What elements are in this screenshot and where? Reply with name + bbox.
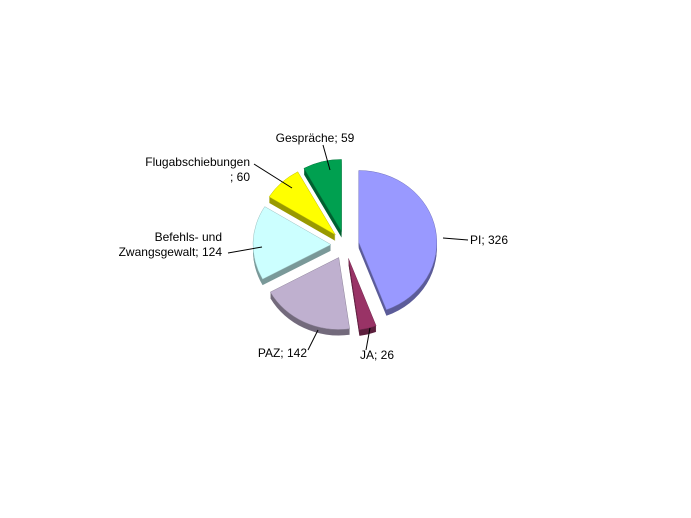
leader-line	[365, 327, 371, 351]
slice	[269, 257, 350, 330]
leader-line	[253, 163, 293, 189]
data-label: PI; 326	[470, 233, 508, 247]
leader-line	[307, 329, 319, 351]
slice	[348, 258, 377, 331]
data-label: PAZ; 142	[258, 346, 307, 360]
data-label: ; 60	[230, 170, 250, 184]
leader-line	[322, 144, 331, 171]
data-label: Gespräche; 59	[276, 131, 355, 145]
slice	[268, 171, 337, 236]
data-label: JA; 26	[360, 348, 394, 362]
data-label: Befehls- und	[155, 230, 222, 244]
slice	[252, 206, 332, 280]
leader-line	[227, 246, 263, 254]
leader-line	[442, 237, 469, 241]
data-label: Flugabschiebungen	[145, 155, 250, 169]
data-label: Zwangsgewalt; 124	[119, 245, 223, 259]
slice	[358, 170, 438, 311]
slice	[303, 159, 342, 233]
